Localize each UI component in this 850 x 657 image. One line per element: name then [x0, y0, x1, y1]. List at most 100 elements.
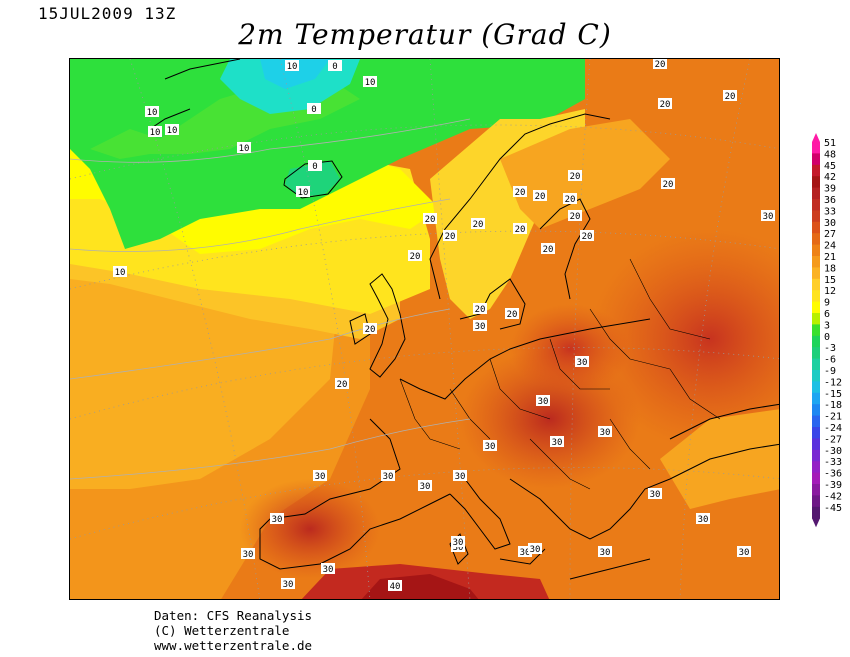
contour-label: 0	[328, 60, 342, 72]
scale-tick-label: 51	[824, 138, 836, 149]
credits-copyright[interactable]: (C) Wetterzentrale	[154, 623, 290, 638]
scale-tick-label: 33	[824, 206, 836, 217]
svg-text:10: 10	[365, 78, 376, 88]
contour-label: 20	[473, 303, 487, 315]
svg-text:30: 30	[420, 482, 431, 492]
contour-label: 10	[285, 60, 299, 72]
svg-text:20: 20	[543, 245, 554, 255]
svg-text:40: 40	[390, 582, 401, 592]
contour-label: 20	[568, 170, 582, 182]
scale-color-swatch	[812, 324, 820, 337]
credits-website[interactable]: www.wetterzentrale.de	[154, 638, 313, 653]
contour-label: 30	[598, 426, 612, 438]
contour-label: 20	[335, 378, 349, 390]
temperature-map: 10 0 10 0 10 10 10 10 0 10 10 20 20 20 20 20 20 20 20 20 20 2…	[69, 58, 780, 600]
contour-label: 30	[483, 440, 497, 452]
color-scale-legend: 51484542393633302724211815129630-3-6-9-1…	[812, 133, 842, 528]
svg-text:30: 30	[600, 548, 611, 558]
scale-color-swatch	[812, 427, 820, 439]
svg-text:30: 30	[455, 472, 466, 482]
contour-label: 30	[737, 546, 751, 558]
svg-text:20: 20	[507, 310, 518, 320]
country-borders	[399, 258, 721, 490]
svg-text:20: 20	[582, 232, 593, 242]
scale-color-swatch	[812, 438, 820, 451]
svg-text:20: 20	[515, 225, 526, 235]
svg-text:20: 20	[365, 325, 376, 335]
east-europe-hot-zone	[590, 229, 779, 449]
contour-label: 10	[237, 142, 251, 154]
contour-label: 20	[505, 308, 519, 320]
scale-tick-label: -30	[824, 446, 842, 457]
svg-text:0: 0	[311, 105, 316, 115]
contour-label: 30	[696, 513, 710, 525]
svg-text:20: 20	[725, 92, 736, 102]
svg-text:30: 30	[315, 472, 326, 482]
scale-tick-label: -24	[824, 423, 842, 434]
svg-text:0: 0	[312, 162, 317, 172]
contour-label: 30	[575, 356, 589, 368]
contour-label: 30	[761, 210, 775, 222]
svg-text:10: 10	[239, 144, 250, 154]
isotherms	[70, 118, 471, 480]
svg-text:10: 10	[298, 188, 309, 198]
scale-tick-label: 39	[824, 184, 836, 195]
svg-text:10: 10	[147, 108, 158, 118]
anatolia-orange-zone	[660, 409, 779, 509]
scale-tick-label: -27	[824, 434, 842, 445]
scale-color-swatch	[812, 301, 820, 314]
contour-label: 30	[528, 543, 542, 555]
scale-color-swatch	[812, 358, 820, 371]
contour-label: 20	[513, 223, 527, 235]
svg-text:20: 20	[445, 232, 456, 242]
scale-color-swatch	[812, 506, 820, 519]
svg-text:30: 30	[552, 438, 563, 448]
iberia-hot-zone	[240, 479, 380, 579]
credits: Daten: CFS Reanalysis (C) Wetterzentrale…	[154, 608, 312, 653]
svg-text:20: 20	[475, 305, 486, 315]
contour-label: 10	[296, 186, 310, 198]
scale-tick-label: -9	[824, 366, 836, 377]
scale-color-swatch	[812, 495, 820, 508]
scale-tick-label: 9	[824, 298, 830, 309]
graticule	[70, 59, 779, 599]
svg-text:20: 20	[473, 220, 484, 230]
svg-text:20: 20	[663, 180, 674, 190]
svg-text:30: 30	[650, 490, 661, 500]
contour-label: 30	[518, 546, 532, 558]
svg-text:30: 30	[485, 442, 496, 452]
contour-label: 10	[165, 124, 179, 136]
scale-bottom-arrow	[812, 518, 820, 528]
scale-tick-label: 12	[824, 286, 836, 297]
svg-text:30: 30	[739, 548, 750, 558]
scale-color-swatch	[812, 187, 820, 200]
contour-label: 30	[598, 546, 612, 558]
svg-text:30: 30	[283, 580, 294, 590]
central-europe-hot-zone	[510, 304, 630, 394]
svg-text:30: 30	[383, 472, 394, 482]
contour-label: 20	[653, 59, 667, 70]
contour-label: 30	[270, 513, 284, 525]
contour-label: 20	[563, 193, 577, 205]
contour-label: 30	[536, 395, 550, 407]
contour-label: 20	[363, 323, 377, 335]
scale-tick-label: 21	[824, 252, 836, 263]
scale-color-swatch	[812, 290, 820, 303]
svg-text:30: 30	[520, 548, 531, 558]
contour-label: 10	[363, 76, 377, 88]
svg-text:20: 20	[535, 192, 546, 202]
scale-color-swatch	[812, 472, 820, 485]
contour-label: 20	[661, 178, 675, 190]
contour-label: 20	[423, 213, 437, 225]
scale-color-swatch	[812, 176, 820, 189]
scale-color-swatch	[812, 381, 820, 394]
scale-tick-label: 18	[824, 263, 836, 274]
contour-label: 30	[281, 578, 295, 590]
scale-tick-label: -3	[824, 343, 836, 354]
contour-label: 20	[408, 250, 422, 262]
contour-label: 30	[418, 480, 432, 492]
scale-tick-label: -12	[824, 377, 842, 388]
scale-tick-label: -39	[824, 480, 842, 491]
contour-label: 30	[381, 470, 395, 482]
contour-label: 20	[580, 230, 594, 242]
